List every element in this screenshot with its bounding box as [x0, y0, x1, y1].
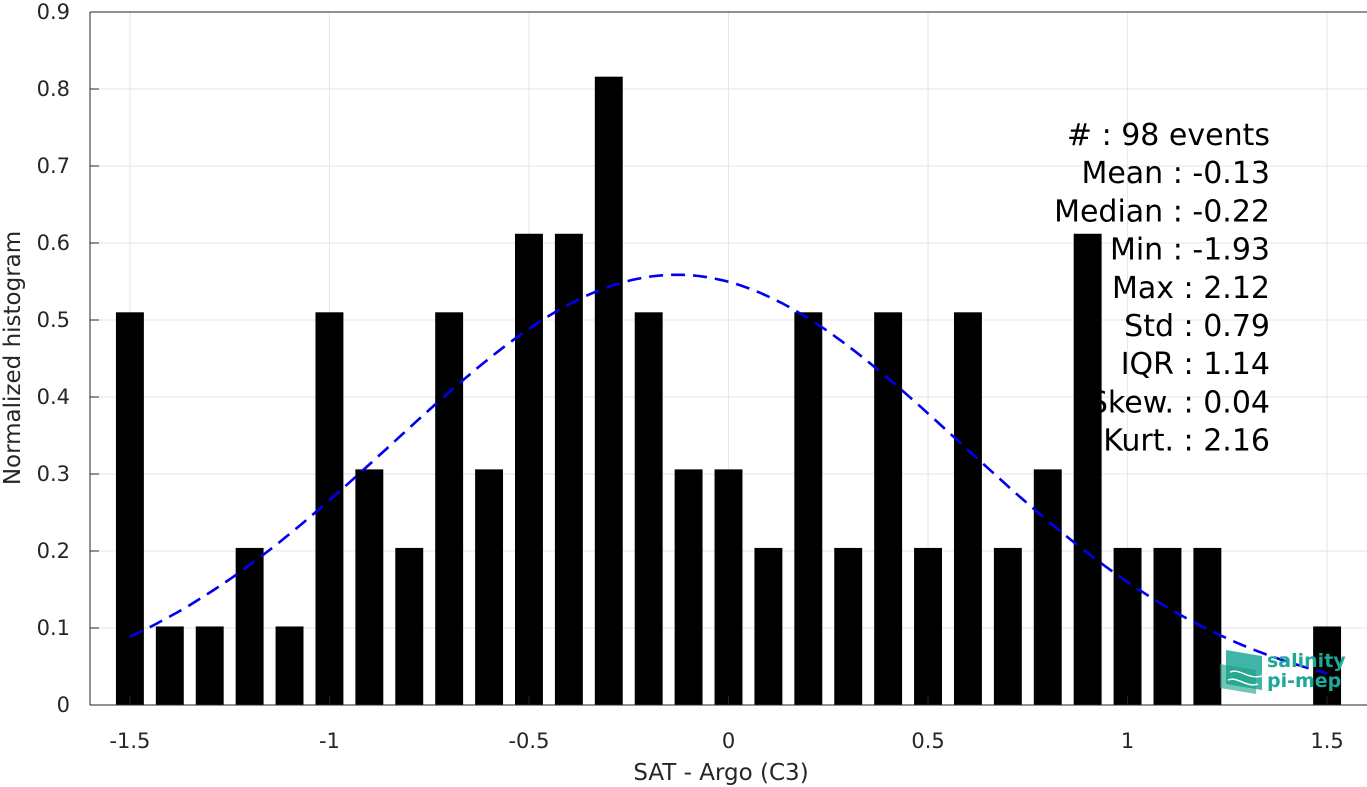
gaussian-fit-curve	[129, 273, 1328, 675]
histogram-bar	[155, 626, 184, 705]
salinity-pi-mep-logo: salinity pi-mep	[1220, 650, 1346, 694]
x-axis-title: SAT - Argo (C3)	[633, 760, 808, 786]
stat-line: Median : -0.22	[1054, 194, 1270, 229]
histogram-bar	[594, 76, 623, 706]
histogram-bar	[634, 312, 663, 705]
y-tick-label: 0.8	[37, 77, 70, 101]
y-tick-label: 0.2	[37, 539, 70, 563]
x-tick-label: 1.5	[1310, 729, 1343, 753]
histogram-bar	[1113, 547, 1142, 705]
y-tick-label: 0.1	[37, 616, 70, 640]
y-tick-label: 0.6	[37, 231, 70, 255]
histogram-bar	[515, 233, 543, 705]
histogram-bar	[953, 312, 982, 705]
stat-line: IQR : 1.14	[1121, 347, 1270, 382]
stat-line: Skew. : 0.04	[1089, 385, 1270, 420]
histogram-bar	[1313, 626, 1342, 705]
histogram-bar	[235, 547, 264, 705]
y-tick-label: 0.7	[37, 154, 70, 178]
histogram-bar	[993, 547, 1022, 705]
x-axis-ticks: -1.5 -1 -0.5 0 0.5 1 1.5	[109, 696, 1344, 753]
y-tick-label: 0	[57, 693, 70, 717]
histogram-bar	[754, 547, 783, 705]
histogram-bar	[554, 233, 583, 705]
x-tick-label: -1.5	[109, 729, 150, 753]
histogram-bar	[435, 312, 464, 705]
x-tick-label: 0	[722, 729, 735, 753]
stat-line: Mean : -0.13	[1081, 156, 1270, 191]
histogram-bar	[1153, 547, 1182, 705]
histogram-bar	[1033, 469, 1062, 705]
x-tick-label: 1	[1121, 729, 1134, 753]
histogram-bar	[1193, 547, 1222, 705]
x-tick-label: -0.5	[508, 729, 549, 753]
y-tick-label: 0.4	[37, 385, 70, 409]
histogram-bar	[794, 312, 823, 705]
histogram-bar	[874, 312, 903, 705]
histogram-bars	[115, 76, 1342, 706]
histogram-bar	[395, 547, 424, 705]
histogram-bar	[1073, 233, 1102, 705]
stat-line: Std : 0.79	[1124, 309, 1270, 344]
logo-line-2: pi-mep	[1267, 670, 1341, 692]
x-tick-label: -1	[319, 729, 340, 753]
histogram-bar	[275, 626, 304, 705]
histogram-bar	[834, 547, 863, 705]
histogram-bar	[195, 626, 224, 705]
stat-line: Kurt. : 2.16	[1103, 424, 1270, 459]
stat-line: Max : 2.12	[1112, 271, 1270, 306]
x-tick-label: 0.5	[911, 729, 944, 753]
histogram-bar	[914, 547, 942, 705]
y-axis-title: Normalized histogram	[0, 231, 26, 485]
y-axis-ticks: 0 0.1 0.2 0.3 0.4 0.5 0.6 0.7 0.8 0.9	[37, 0, 99, 717]
histogram-bar	[714, 469, 743, 705]
y-tick-label: 0.9	[37, 0, 70, 24]
logo-line-1: salinity	[1267, 650, 1346, 672]
histogram-bar	[355, 469, 384, 705]
y-tick-label: 0.5	[37, 308, 70, 332]
stat-line: Min : -1.93	[1110, 233, 1270, 268]
histogram-bar	[115, 312, 144, 705]
y-tick-label: 0.3	[37, 462, 70, 486]
histogram-bar	[475, 469, 504, 705]
logo-mark-icon	[1220, 650, 1263, 694]
stat-line: # : 98 events	[1067, 118, 1270, 153]
histogram-bar	[674, 469, 703, 705]
